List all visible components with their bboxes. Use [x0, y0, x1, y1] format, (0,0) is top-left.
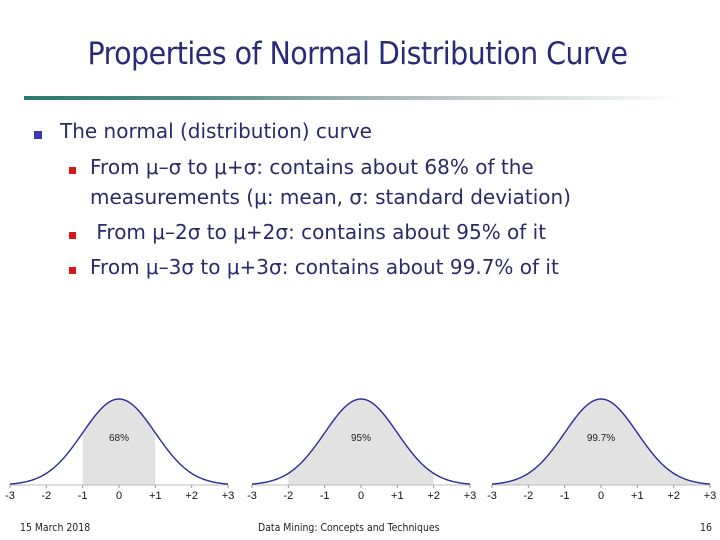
x-tick-label: -3	[487, 490, 497, 502]
x-tick-label: -1	[560, 490, 570, 502]
bullet-level2-continuation: measurements (μ: mean, σ: standard devia…	[90, 185, 571, 209]
square-bullet-icon	[69, 267, 76, 274]
density-curve	[491, 398, 711, 485]
x-tick-label: -3	[247, 490, 257, 502]
x-tick-label: +1	[149, 490, 162, 502]
x-tick-label: +2	[185, 490, 198, 502]
density-curve	[9, 398, 229, 485]
percentage-label: 95%	[351, 433, 371, 444]
x-tick-label: +3	[464, 490, 477, 502]
x-tick-label: 0	[116, 490, 122, 502]
x-tick-label: +2	[667, 490, 680, 502]
normal-curve-chart-3: -3 -2 -1 0 +1 +2 +3 99.7%	[482, 385, 720, 502]
percentage-label: 68%	[109, 433, 129, 444]
x-tick-label: -2	[41, 490, 51, 502]
footer-title: Data Mining: Concepts and Techniques	[258, 521, 440, 534]
shaded-area	[288, 399, 434, 485]
x-tick-label: +3	[704, 490, 717, 502]
x-tick-label: +3	[222, 490, 235, 502]
normal-curve-chart-2: -3 -2 -1 0 +1 +2 +3 95%	[242, 385, 482, 502]
square-bullet-icon	[34, 131, 42, 139]
slide-title: Properties of Normal Distribution Curve	[87, 36, 628, 72]
shaded-area	[82, 399, 156, 485]
x-tick-label: +2	[427, 490, 440, 502]
page-number: 16	[700, 521, 712, 534]
percentage-label: 99.7%	[587, 433, 615, 444]
title-divider	[24, 96, 684, 100]
bullet-level2: From μ–2σ to μ+2σ: contains about 95% of…	[90, 220, 547, 244]
shaded-area	[492, 399, 710, 485]
x-tick-label: 0	[598, 490, 604, 502]
x-tick-label: -2	[523, 490, 533, 502]
x-tick-label: +1	[391, 490, 404, 502]
density-curve	[251, 398, 471, 485]
square-bullet-icon	[69, 167, 76, 174]
x-tick-label: +1	[631, 490, 644, 502]
x-tick-label: -1	[78, 490, 88, 502]
x-tick-label: -3	[5, 490, 15, 502]
x-tick-label: 0	[358, 490, 364, 502]
bullet-level2: From μ–3σ to μ+3σ: contains about 99.7% …	[90, 255, 559, 279]
footer-date: 15 March 2018	[20, 521, 91, 534]
normal-curve-chart-1: -3 -2 -1 0 +1 +2 +3 68%	[0, 385, 240, 502]
bullet-level2: From μ–σ to μ+σ: contains about 68% of t…	[90, 155, 534, 179]
x-tick-label: -1	[320, 490, 330, 502]
bullet-level1: The normal (distribution) curve	[60, 119, 372, 143]
x-tick-label: -2	[283, 490, 293, 502]
square-bullet-icon	[69, 232, 76, 239]
